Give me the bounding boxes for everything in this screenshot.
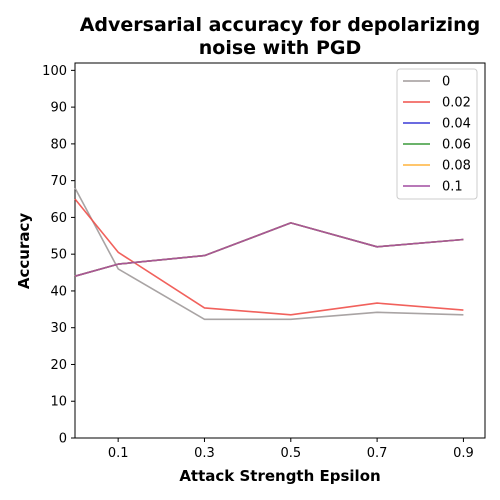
y-tick-label: 10 (50, 395, 67, 410)
x-tick-label: 0.9 (453, 446, 474, 461)
chart-title-line-1: Adversarial accuracy for depolarizing (80, 14, 481, 36)
legend-label: 0.1 (442, 180, 463, 195)
x-axis-label: Attack Strength Epsilon (179, 467, 380, 485)
y-tick-label: 50 (50, 248, 67, 263)
legend-label: 0.08 (442, 159, 471, 174)
chart-title-line-2: noise with PGD (199, 37, 361, 59)
x-tick-label: 0.3 (194, 446, 215, 461)
y-tick-label: 30 (50, 321, 67, 336)
y-tick-label: 100 (42, 64, 67, 79)
legend-label: 0.06 (442, 138, 471, 153)
x-tick-label: 0.1 (108, 446, 129, 461)
y-axis-label: Accuracy (15, 213, 33, 289)
y-tick-label: 20 (50, 358, 67, 373)
y-tick-label: 40 (50, 284, 67, 299)
y-tick-label: 0 (59, 432, 67, 447)
y-tick-label: 80 (50, 137, 67, 152)
legend-label: 0 (442, 75, 450, 90)
series-line-0.02 (74, 198, 464, 316)
x-tick-label: 0.5 (280, 446, 301, 461)
legend-label: 0.02 (442, 96, 471, 111)
plot-area: 0.1 0.3 0.5 0.7 0.9 0 10 20 30 40 50 60 70 80 90 100 0 0.… (42, 62, 486, 461)
y-tick-label: 60 (50, 211, 67, 226)
y-tick-label: 70 (50, 174, 67, 189)
plot-frame (74, 62, 486, 439)
legend-label: 0.04 (442, 117, 471, 132)
series-line-0.1 (74, 222, 464, 277)
legend: 0 0.02 0.04 0.06 0.08 0.1 (396, 68, 478, 200)
x-tick-label: 0.7 (367, 446, 388, 461)
series-line-0 (74, 187, 464, 321)
y-tick-label: 90 (50, 101, 67, 116)
legend-box (396, 68, 478, 200)
